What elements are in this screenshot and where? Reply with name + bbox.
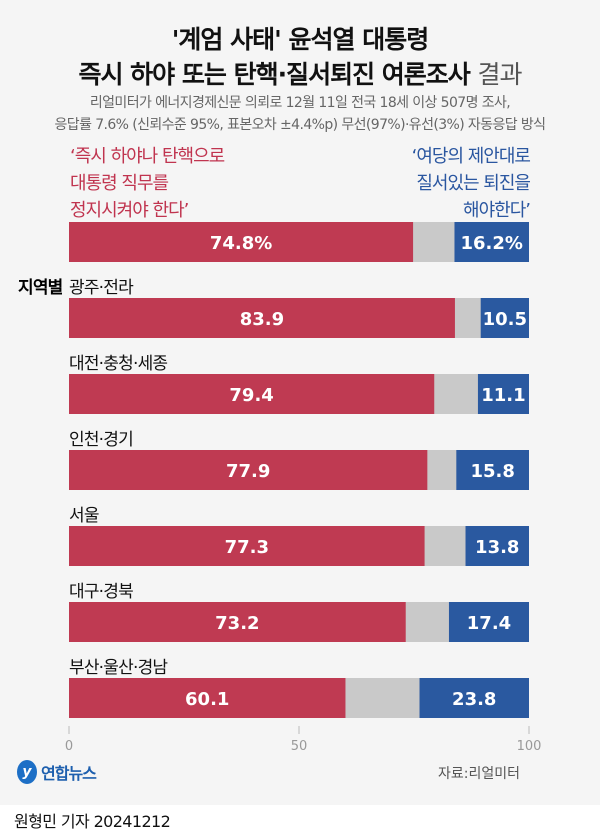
region-label: 광주·전라: [69, 278, 134, 298]
legend-line: 질서있는 퇴진을: [416, 173, 531, 194]
bar-impeach: [69, 678, 346, 718]
infographic: '계엄 사태' 윤석열 대통령 즉시 하야 또는 탄핵·질서퇴진 여론조사 결과…: [0, 25, 600, 784]
x-tick-label: 100: [517, 739, 542, 754]
title-bold: 즉시 하야 또는 탄핵·질서퇴진 여론조사: [78, 60, 470, 89]
bar-orderly: [456, 450, 529, 490]
value-label-orderly: 10.5: [483, 309, 527, 330]
value-label-impeach: 77.3: [225, 537, 269, 558]
value-label-orderly: 15.8: [470, 461, 514, 482]
subtitle-line-1: 리얼미터가 에너지경제신문 의뢰로 12월 11일 전국 18세 이상 507명…: [89, 95, 511, 111]
logo-text: 연합뉴스: [41, 764, 97, 783]
bar-orderly: [419, 678, 529, 718]
value-label-orderly: 17.4: [467, 613, 511, 634]
title-line-1: '계엄 사태' 윤석열 대통령: [171, 25, 429, 54]
legend-impeach: ‘즉시 하야나 탄핵으로 대통령 직무를 정지시켜야 한다’: [70, 143, 225, 224]
subtitle-line-2: 응답률 7.6% (신뢰수준 95%, 표본오차 ±4.4%p) 무선(97%)…: [54, 117, 547, 133]
value-label-impeach: 73.2: [215, 613, 259, 634]
legend-line: ‘즉시 하야나 탄핵으로: [70, 146, 225, 167]
title-line-2: 즉시 하야 또는 탄핵·질서퇴진 여론조사 결과: [0, 55, 600, 91]
legend-line: 정지시켜야 한다’: [70, 200, 189, 221]
region-label: 부산·울산·경남: [69, 658, 168, 678]
value-label-impeach: 79.4: [229, 385, 273, 406]
legend-orderly-resignation: ‘여당의 제안대로 질서있는 퇴진을 해야한다’: [411, 143, 531, 224]
value-label-orderly: 16.2%: [461, 233, 523, 254]
value-label-orderly: 23.8: [452, 689, 496, 710]
title-light: 결과: [477, 60, 523, 89]
logo-icon: y: [17, 760, 37, 784]
x-tick-label: 0: [65, 739, 73, 754]
value-label-impeach: 83.9: [240, 309, 284, 330]
bar-chart: 0 50 100 74.8% 16.2% 83.9 10.5 79.4 11.1 77.9 15.8…: [65, 222, 542, 754]
bar-orderly: [465, 526, 529, 566]
source: 자료:리얼미터: [438, 766, 520, 782]
value-label-impeach: 74.8%: [210, 233, 272, 254]
legend-line: 해야한다’: [463, 200, 531, 221]
byline: 원형민 기자 20241212: [14, 812, 171, 831]
region-label: 인천·경기: [69, 430, 134, 450]
bar-impeach: [69, 222, 414, 262]
bar-impeach: [69, 298, 455, 338]
bar-orderly: [454, 222, 529, 262]
bar-orderly: [477, 374, 529, 414]
region-label: 서울: [69, 506, 99, 526]
bar-impeach: [69, 602, 406, 642]
value-label-impeach: 77.9: [226, 461, 270, 482]
bar-orderly: [448, 602, 529, 642]
legend-line: 대통령 직무를: [70, 173, 169, 194]
x-tick-label: 50: [291, 739, 308, 754]
bar-orderly: [480, 298, 529, 338]
bar-impeach: [69, 374, 435, 414]
region-label: 대구·경북: [69, 582, 134, 602]
value-label-orderly: 13.8: [475, 537, 519, 558]
region-label: 대전·충청·세종: [69, 354, 168, 374]
value-label-orderly: 11.1: [481, 385, 525, 406]
legend-line: ‘여당의 제안대로: [411, 146, 531, 167]
bar-impeach: [69, 526, 425, 566]
value-label-impeach: 60.1: [185, 689, 229, 710]
yonhap-logo: y 연합뉴스: [17, 760, 97, 784]
bar-impeach: [69, 450, 428, 490]
region-header: 지역별: [18, 278, 63, 298]
